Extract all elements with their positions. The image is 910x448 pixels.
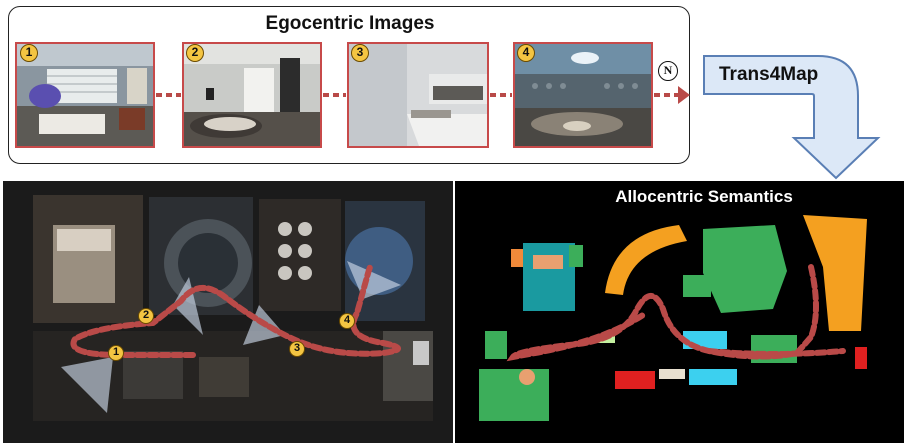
egocentric-frame-1	[15, 42, 155, 148]
egocentric-frame-4	[513, 42, 653, 148]
frame-n-badge: N	[658, 61, 678, 81]
floorplan-map	[3, 181, 453, 443]
egocentric-title: Egocentric Images	[265, 13, 435, 34]
allocentric-title: Allocentric Semantics	[615, 187, 793, 206]
semantic-map	[455, 181, 904, 443]
frame-connectors	[156, 86, 690, 104]
trans4map-label: Trans4Map	[719, 64, 819, 85]
frame-3-badge: 3	[351, 44, 369, 62]
frame-2-badge: 2	[186, 44, 204, 62]
trans4map-arrow-icon	[703, 55, 881, 180]
floorplan-waypoint-1: 1	[108, 345, 124, 361]
floorplan-waypoint-2: 2	[138, 308, 154, 324]
bottom-panel	[3, 181, 904, 443]
frame-4-badge: 4	[517, 44, 535, 62]
frame-1-badge: 1	[20, 44, 38, 62]
egocentric-frame-2	[182, 42, 322, 148]
floorplan-waypoint-3: 3	[289, 341, 305, 357]
floorplan-waypoint-4: 4	[339, 313, 355, 329]
